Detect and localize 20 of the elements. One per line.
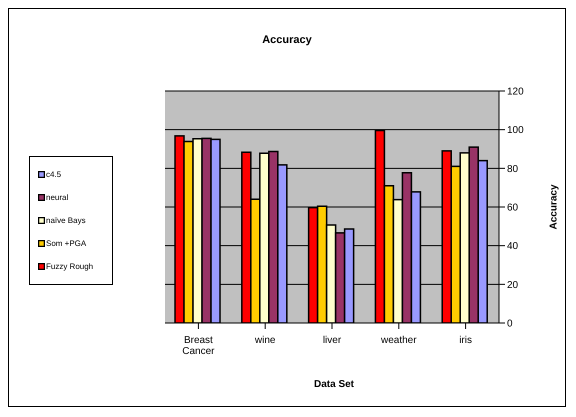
y-tick-label: 80 bbox=[507, 164, 519, 175]
y-tick-label: 20 bbox=[507, 280, 519, 291]
legend-label: Som +PGA bbox=[46, 239, 86, 248]
x-axis-title: Data Set bbox=[312, 379, 355, 390]
legend-label: neural bbox=[46, 193, 68, 202]
legend-label: Fuzzy Rough bbox=[46, 262, 94, 271]
x-tick-label: weather bbox=[380, 335, 418, 346]
x-tick-label: Breast Cancer bbox=[182, 335, 216, 357]
y-axis-title: Accuracy bbox=[548, 184, 560, 230]
y-tick-label: 0 bbox=[507, 318, 513, 330]
y-tick-label: 60 bbox=[507, 202, 519, 214]
y-tick-label: 120 bbox=[507, 86, 524, 98]
x-tick-label: liver bbox=[322, 335, 342, 346]
y-tick-label: 40 bbox=[507, 241, 519, 252]
y-tick-label: 100 bbox=[507, 125, 524, 136]
x-tick-label: iris bbox=[459, 335, 472, 346]
x-tick-label: wine bbox=[254, 335, 276, 346]
chart-title: Accuracy bbox=[261, 34, 313, 46]
legend-label: naïve Bays bbox=[46, 216, 86, 225]
legend-label: c4.5 bbox=[46, 170, 62, 179]
